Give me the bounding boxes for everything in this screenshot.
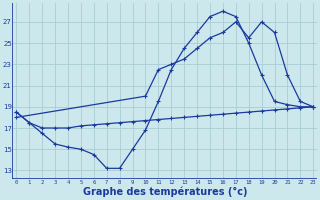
X-axis label: Graphe des températures (°c): Graphe des températures (°c) [83,187,247,197]
